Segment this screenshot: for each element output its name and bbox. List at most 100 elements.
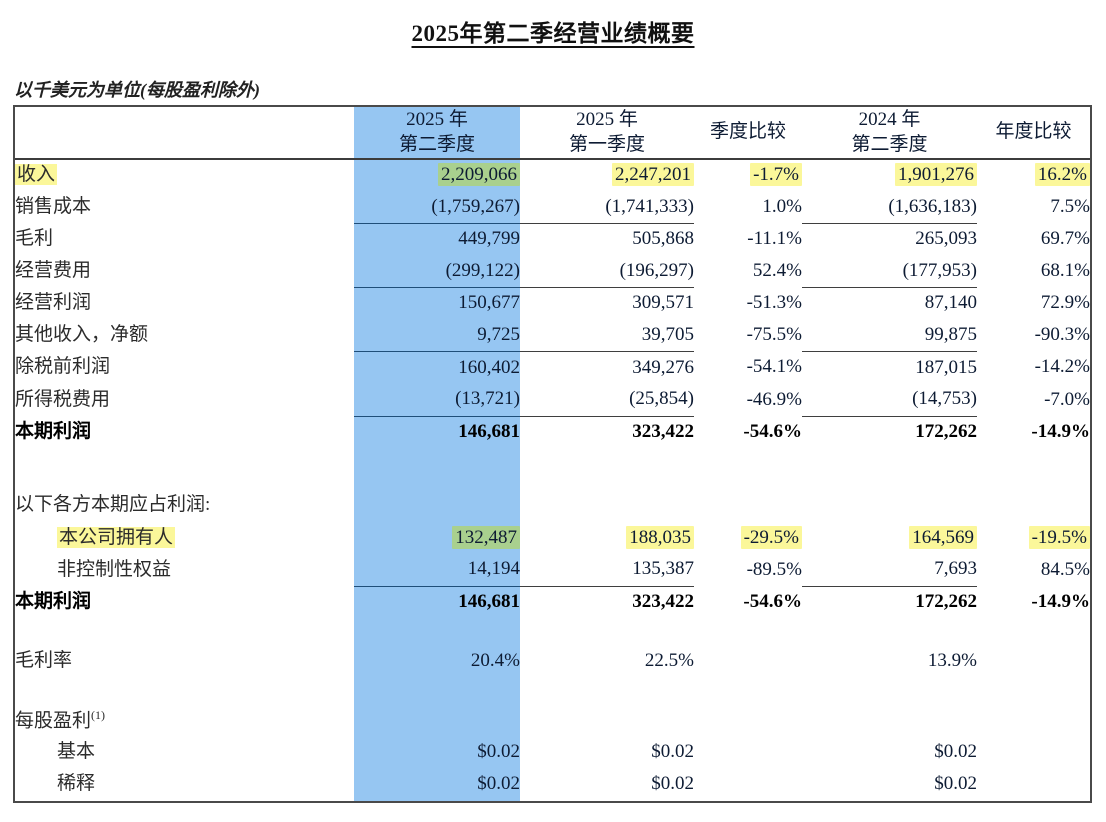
table-row-operating-profit: 经营利润 150,677 309,571 -51.3% 87,140 72.9%: [15, 287, 1090, 320]
pretax-profit-q1-2025: 349,276: [520, 351, 694, 384]
table-row-attributable-heading: 以下各方本期应占利润:: [15, 489, 1090, 522]
eps-basic-q2-2024: $0.02: [934, 741, 977, 763]
spacer3-cell-yoy: [977, 677, 1090, 704]
owners-q2-2024: 164,569: [802, 522, 977, 554]
owners-q1-2025-value: 188,035: [626, 525, 694, 549]
gross-margin-q1-2025: 22.5%: [644, 649, 694, 671]
row-label-owners: 本公司拥有人: [15, 522, 354, 554]
gross-margin-yoy: [977, 645, 1090, 677]
row-label-eps-heading: 每股盈利(1): [15, 704, 354, 736]
table-row-nci: 非控制性权益 14,194 135,387 -89.5% 7,693 84.5%: [15, 554, 1090, 587]
cost-of-sales-q1-2025: (1,741,333): [605, 195, 694, 217]
nci-q2-2024: 7,693: [934, 558, 977, 580]
header-q2-2025-quarter: 第二季度: [398, 133, 475, 155]
financial-summary-table: 2025 年 第二季度 2025 年 第一季度 季度比较 2024 年 第二季度…: [13, 105, 1092, 803]
header-q1-2025: 2025 年 第一季度: [520, 107, 694, 160]
attrib-heading-yoy: [977, 490, 1090, 522]
nci-q2-2025: 14,194: [354, 554, 520, 587]
owners-q2-2025: 132,487: [354, 521, 520, 555]
eps-heading-q2-2024: [802, 704, 977, 736]
nci-yoy: 84.5%: [1040, 558, 1090, 580]
revenue-q2-2025: 2,209,066: [354, 159, 520, 192]
opex-qoq: 52.4%: [752, 260, 802, 282]
gross-profit-q2-2025: 449,799: [354, 222, 520, 256]
spacer-cell-yoy: [977, 448, 1090, 489]
eps-heading-q2-2025: [354, 704, 520, 737]
eps-heading-yoy: [977, 704, 1090, 736]
table-row-eps-heading: 每股盈利(1): [15, 704, 1090, 737]
eps-footnote-marker: (1): [91, 707, 106, 722]
table-row-net-profit-2: 本期利润 146,681 323,422 -54.6% 172,262 -14.…: [15, 585, 1090, 619]
row-label-revenue: 收入: [15, 159, 354, 191]
page-title: 2025年第二季经营业绩概要: [411, 21, 695, 46]
eps-heading-text: 每股盈利: [15, 710, 92, 732]
net-profit-yoy: -14.9%: [1031, 420, 1090, 442]
operating-profit-yoy: 72.9%: [1040, 292, 1090, 314]
revenue-yoy-value: 16.2%: [1034, 163, 1090, 187]
table-row-opex: 经营费用 (299,122) (196,297) 52.4% (177,953)…: [15, 255, 1090, 288]
header-yoy-label: 年度比较: [995, 121, 1072, 143]
revenue-qoq-value: -1.7%: [750, 163, 802, 187]
net-profit-2-q2-2025: 146,681: [354, 585, 520, 619]
operating-profit-q1-2025: 309,571: [520, 287, 694, 320]
pretax-profit-qoq: -54.1%: [746, 356, 802, 378]
revenue-q1-2025: 2,247,201: [520, 159, 694, 191]
cost-of-sales-q2-2025: (1,759,267): [354, 191, 520, 224]
table-header-row: 2025 年 第二季度 2025 年 第一季度 季度比较 2024 年 第二季度…: [15, 107, 1090, 160]
row-label-net-profit-2: 本期利润: [15, 590, 92, 612]
net-profit-q2-2025: 146,681: [354, 415, 520, 449]
revenue-qoq: -1.7%: [694, 159, 802, 191]
spacer2-cell-q2-2025: [354, 618, 520, 646]
owners-q2-2024-value: 164,569: [909, 525, 977, 549]
row-label-tax-expense: 所得税费用: [15, 388, 111, 410]
gross-profit-qoq: -11.1%: [747, 227, 802, 249]
spacer3-cell-q2-2024: [802, 677, 977, 704]
pretax-profit-yoy: -14.2%: [1034, 356, 1090, 378]
owners-q1-2025: 188,035: [520, 522, 694, 554]
owners-q2-2025-value: 132,487: [452, 525, 520, 549]
owners-label-text: 本公司拥有人: [57, 526, 176, 548]
gross-profit-q2-2024: 265,093: [802, 222, 977, 256]
spacer-cell-q1-2025: [520, 448, 694, 489]
row-label-other-income: 其他收入，净额: [15, 324, 149, 346]
header-q2-2024-year: 2024 年: [858, 109, 921, 131]
row-label-gross-profit: 毛利: [15, 227, 54, 249]
revenue-q1-2025-value: 2,247,201: [612, 163, 694, 187]
tax-expense-q2-2024: (14,753): [912, 388, 977, 410]
cost-of-sales-yoy: 7.5%: [1050, 195, 1090, 217]
owners-yoy-value: -19.5%: [1028, 525, 1090, 549]
owners-yoy: -19.5%: [977, 522, 1090, 554]
row-label-eps-diluted: 稀释: [57, 773, 96, 795]
spacer2-cell-label: [15, 618, 354, 645]
spacer-cell-q2-2025: [354, 448, 520, 490]
eps-diluted-yoy: [977, 769, 1090, 801]
net-profit-q2-2024: 172,262: [802, 415, 977, 449]
spacer-cell-q2-2024: [802, 448, 977, 489]
header-q2-2024-quarter: 第二季度: [851, 133, 928, 155]
gross-margin-q2-2025: 20.4%: [354, 645, 520, 678]
opex-yoy: 68.1%: [1040, 260, 1090, 282]
eps-basic-q2-2025: $0.02: [354, 736, 520, 769]
eps-heading-qoq: [694, 704, 802, 736]
header-q1-2025-year: 2025 年: [576, 109, 638, 131]
attrib-heading-q2-2025: [354, 489, 520, 522]
opex-q2-2024: (177,953): [902, 259, 977, 281]
eps-basic-yoy: [977, 737, 1090, 769]
tax-expense-q2-2025: (13,721): [354, 383, 520, 417]
table-row-tax-expense: 所得税费用 (13,721) (25,854) -46.9% (14,753) …: [15, 383, 1090, 417]
row-label-net-profit: 本期利润: [15, 420, 92, 442]
nci-qoq: -89.5%: [746, 558, 802, 580]
spacer2-cell-q1-2025: [520, 618, 694, 645]
spacer-cell-qoq: [694, 448, 802, 489]
other-income-qoq: -75.5%: [746, 324, 802, 346]
header-label-col: [15, 107, 354, 160]
spacer2-cell-q2-2024: [802, 618, 977, 645]
row-label-nci: 非控制性权益: [57, 558, 172, 580]
table-row-cost-of-sales: 销售成本 (1,759,267) (1,741,333) 1.0% (1,636…: [15, 191, 1090, 224]
operating-profit-q2-2025: 150,677: [354, 287, 520, 320]
row-label-operating-profit: 经营利润: [15, 292, 92, 314]
table-row-eps-diluted: 稀释 $0.02 $0.02 $0.02: [15, 768, 1090, 801]
cost-of-sales-qoq: 1.0%: [762, 195, 802, 217]
units-note: 以千美元为单位(每股盈利除外): [14, 80, 260, 100]
table-row-gross-margin: 毛利率 20.4% 22.5% 13.9%: [15, 645, 1090, 678]
